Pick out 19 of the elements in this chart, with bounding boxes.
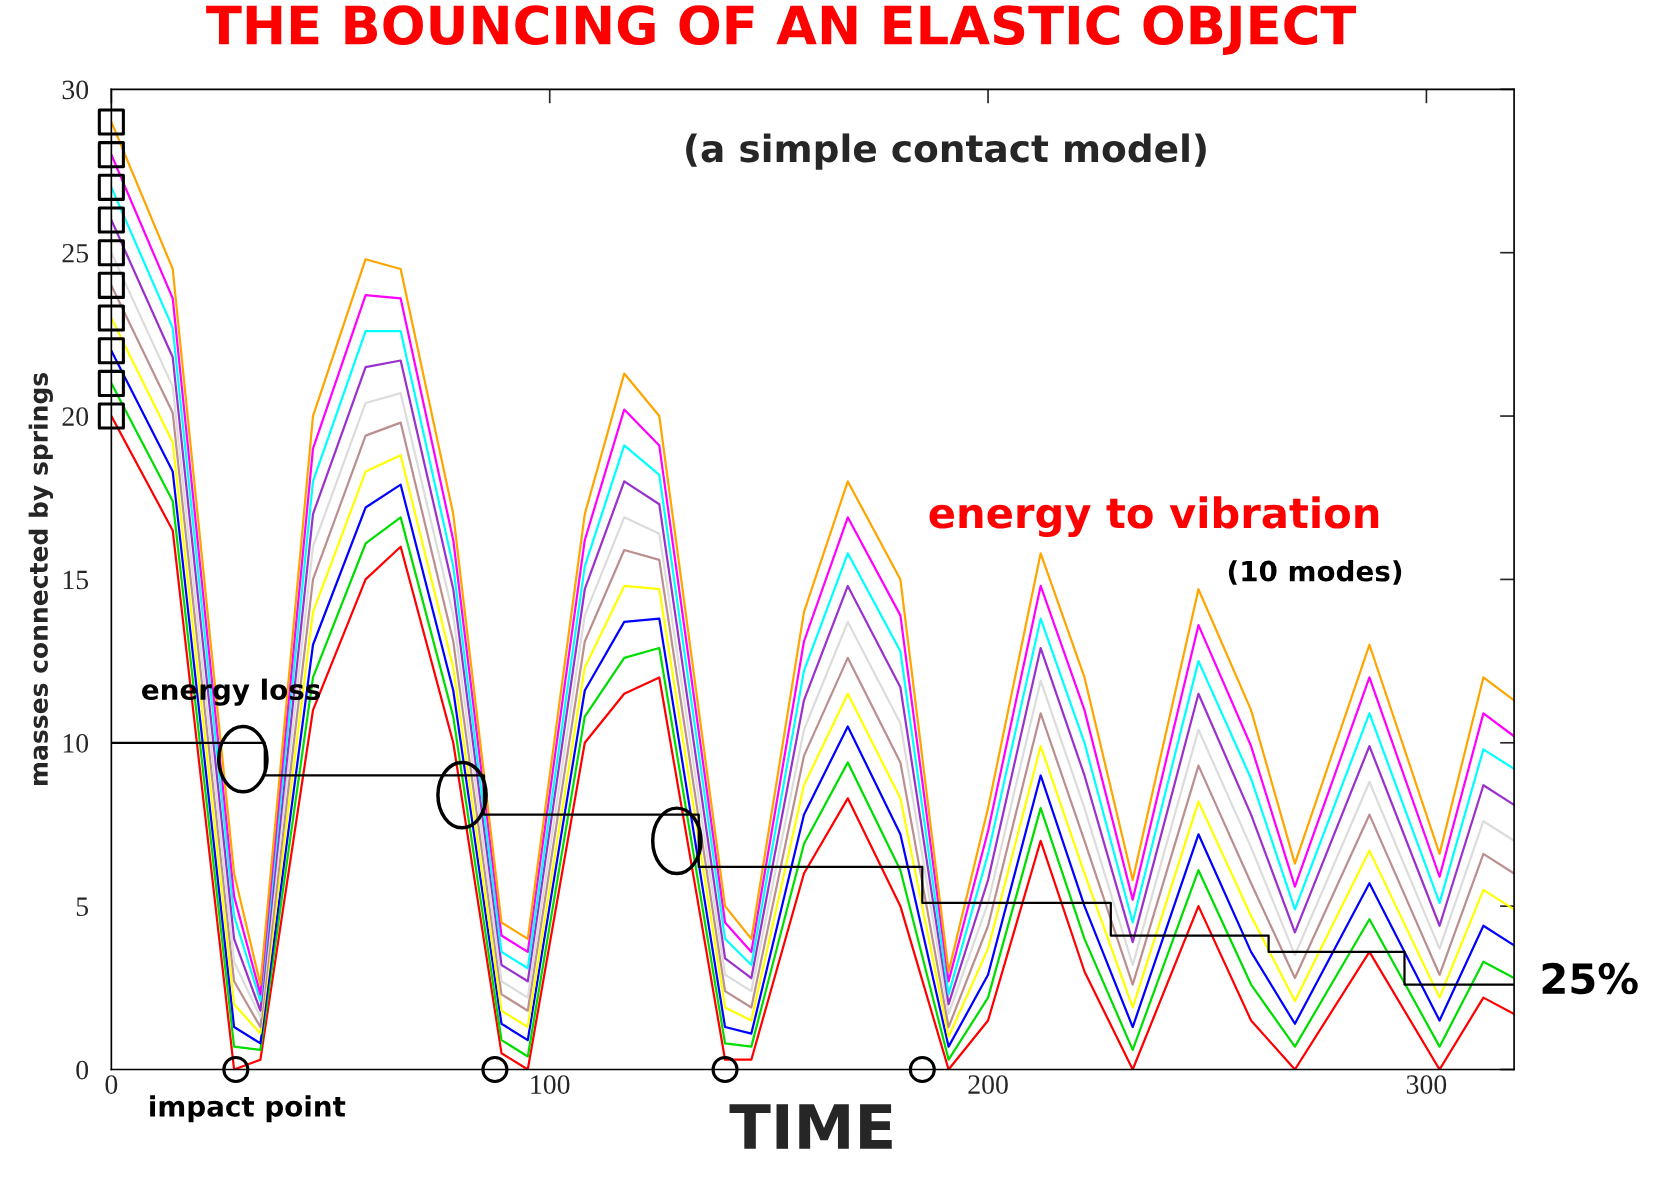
annotation: energy to vibration — [929, 496, 1379, 538]
chart-title: THE BOUNCING OF AN ELASTIC OBJECT — [206, 5, 1357, 55]
text: impact point — [150, 1095, 346, 1123]
text: (a simple contact model) — [686, 133, 1206, 170]
y-tick-label: 20 — [62, 407, 89, 426]
x-tick-label: 0 — [105, 1075, 118, 1094]
x-axis-title: TIME — [729, 1104, 892, 1149]
annotation: (10 modes) — [1228, 560, 1402, 585]
x-tick-label: 300 — [1406, 1075, 1447, 1094]
y-axis-title: masses connected by springs — [28, 372, 54, 785]
y-tick-label: 15 — [63, 570, 89, 590]
y-tick-label: 0 — [76, 1060, 89, 1080]
text: 25% — [1542, 962, 1638, 995]
x-tick-label: 100 — [531, 1075, 570, 1094]
x-tick-label: 200 — [968, 1075, 1008, 1094]
y-tick-label: 10 — [63, 733, 89, 753]
y-tick-label: 5 — [76, 897, 89, 917]
y-tick-label: 25 — [62, 243, 89, 263]
y-tick-label: 30 — [62, 80, 89, 100]
